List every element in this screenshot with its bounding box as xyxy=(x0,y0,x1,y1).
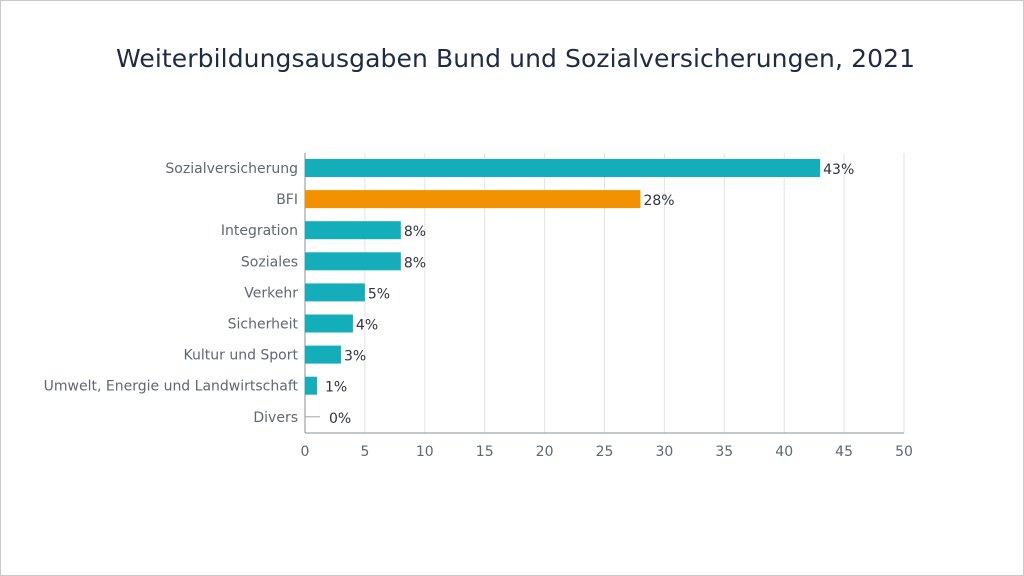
bar xyxy=(305,345,341,364)
category-label: Sozialversicherung xyxy=(165,161,298,177)
bar xyxy=(305,159,821,177)
x-tick-label: 25 xyxy=(596,444,614,460)
chart-title: Weiterbildungsausgaben Bund und Sozialve… xyxy=(116,44,916,73)
bar xyxy=(305,283,365,302)
data-label: 1% xyxy=(325,380,347,396)
bar xyxy=(305,252,401,271)
category-label: Soziales xyxy=(241,254,298,270)
data-label: 28% xyxy=(643,193,674,209)
x-tick-label: 45 xyxy=(835,444,853,460)
x-tick-label: 20 xyxy=(536,444,554,460)
bar xyxy=(305,314,353,333)
x-tick-label: 0 xyxy=(301,444,310,460)
category-label: Divers xyxy=(253,410,298,426)
x-tick-label: 10 xyxy=(416,444,434,460)
data-label: 3% xyxy=(344,349,366,365)
data-label: 0% xyxy=(329,411,351,427)
category-label: Integration xyxy=(221,223,298,239)
category-label: Kultur und Sport xyxy=(184,348,299,364)
x-tick-label: 30 xyxy=(655,444,673,460)
data-label: 5% xyxy=(368,286,390,302)
data-label: 4% xyxy=(356,318,378,334)
category-label: Umwelt, Energie und Landwirtschaft xyxy=(44,379,299,395)
category-label: Sicherheit xyxy=(228,317,299,333)
category-label: Verkehr xyxy=(244,285,298,301)
bar xyxy=(305,221,401,240)
data-label: 43% xyxy=(823,162,854,178)
x-tick-label: 5 xyxy=(360,444,369,460)
x-tick-label: 35 xyxy=(715,444,733,460)
bar xyxy=(305,376,317,395)
x-tick-label: 50 xyxy=(895,444,913,460)
data-label: 8% xyxy=(404,224,426,240)
category-label: BFI xyxy=(276,192,298,208)
bar xyxy=(305,190,641,209)
x-tick-label: 15 xyxy=(476,444,494,460)
x-tick-label: 40 xyxy=(775,444,793,460)
data-label: 8% xyxy=(404,255,426,271)
